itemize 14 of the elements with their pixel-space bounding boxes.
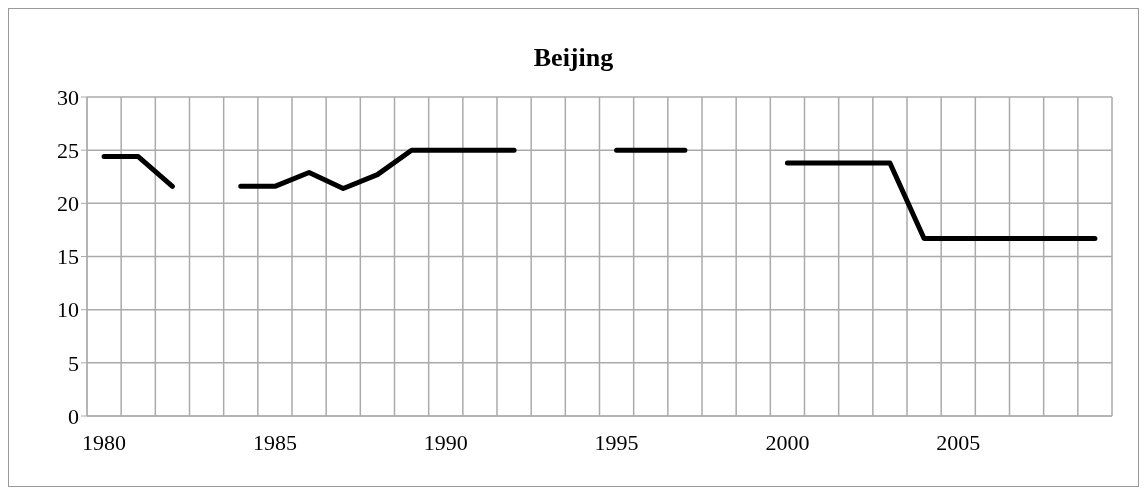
y-tick-label: 5 <box>68 350 79 376</box>
y-tick-label: 15 <box>57 244 79 270</box>
x-tick-label: 1990 <box>423 429 468 455</box>
y-tick-label: 10 <box>57 297 79 323</box>
y-tick-label: 30 <box>57 84 79 110</box>
chart-title: Beijing <box>532 43 615 73</box>
x-tick-label: 2000 <box>765 429 810 455</box>
y-tick-label: 20 <box>57 191 79 217</box>
x-tick-label: 2005 <box>936 429 981 455</box>
x-tick-label: 1995 <box>594 429 639 455</box>
x-tick-label: 1985 <box>252 429 297 455</box>
y-tick-label: 25 <box>57 137 79 163</box>
x-tick-label: 1980 <box>82 429 127 455</box>
y-tick-label: 0 <box>68 403 79 429</box>
